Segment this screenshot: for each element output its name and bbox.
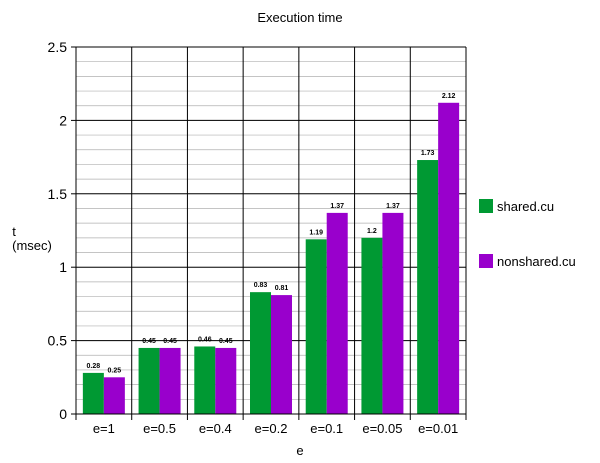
data-label: 1.19 bbox=[309, 229, 323, 236]
bar-nonshared-cu-3 bbox=[271, 295, 292, 414]
legend-label: nonshared.cu bbox=[497, 254, 576, 269]
x-tick-label: e=1 bbox=[93, 421, 115, 436]
data-label: 0.28 bbox=[87, 363, 101, 370]
x-tick-label: e=0.05 bbox=[362, 421, 402, 436]
bar-shared-cu-4 bbox=[305, 239, 327, 414]
legend-swatch bbox=[479, 199, 493, 213]
data-label: 0.45 bbox=[142, 338, 156, 345]
x-tick-label: e=0.5 bbox=[143, 421, 176, 436]
data-label: 0.81 bbox=[275, 285, 289, 292]
bar-nonshared-cu-6 bbox=[438, 102, 460, 414]
legend-swatch bbox=[479, 254, 493, 268]
legend: shared.cu nonshared.cu bbox=[479, 199, 576, 269]
data-label: 0.25 bbox=[108, 367, 122, 374]
data-label: 1.37 bbox=[330, 203, 344, 210]
chart-title: Execution time bbox=[257, 10, 342, 25]
bar-shared-cu-3 bbox=[250, 292, 271, 414]
bar-nonshared-cu-2 bbox=[215, 347, 237, 414]
y-tick-label: 0 bbox=[59, 406, 67, 422]
bars: 0.28 0.25 0.45 0.45 0.46 0.45 0.83 0.81 1.19 1.37… bbox=[82, 93, 460, 414]
y-tick-label: 2 bbox=[59, 112, 67, 128]
y-tick-label: 0.5 bbox=[48, 333, 68, 349]
bar-shared-cu-2 bbox=[194, 346, 216, 414]
axes: 0 0.5 1 1.5 2 2.5 e=1 e=0.5 e=0.4 e=0.2 e=0.1 e=0.0… bbox=[48, 39, 467, 436]
data-label: 1.2 bbox=[367, 228, 377, 235]
bar-shared-cu-6 bbox=[417, 160, 439, 414]
bar-shared-cu-1 bbox=[138, 347, 160, 414]
x-tick-label: e=0.2 bbox=[255, 421, 288, 436]
y-tick-label: 1 bbox=[59, 259, 67, 275]
bar-nonshared-cu-5 bbox=[382, 212, 404, 414]
bar-nonshared-cu-4 bbox=[326, 212, 348, 414]
y-axis-unit: (msec) bbox=[12, 238, 52, 253]
data-label: 0.46 bbox=[198, 336, 212, 343]
data-label: 0.83 bbox=[254, 282, 268, 289]
bar-shared-cu-0 bbox=[82, 372, 104, 414]
data-label: 2.12 bbox=[442, 93, 456, 100]
bar-nonshared-cu-1 bbox=[159, 347, 181, 414]
bar-shared-cu-5 bbox=[361, 237, 383, 414]
x-axis-label: e bbox=[296, 443, 303, 458]
bar-nonshared-cu-0 bbox=[103, 377, 125, 414]
x-tick-label: e=0.01 bbox=[418, 421, 458, 436]
y-axis-label: t bbox=[12, 224, 16, 239]
x-tick-label: e=0.1 bbox=[310, 421, 343, 436]
x-tick-label: e=0.4 bbox=[199, 421, 232, 436]
data-label: 1.37 bbox=[386, 203, 400, 210]
data-label: 0.45 bbox=[163, 338, 177, 345]
legend-label: shared.cu bbox=[497, 199, 554, 214]
y-tick-label: 2.5 bbox=[48, 39, 68, 55]
y-tick-label: 1.5 bbox=[48, 186, 68, 202]
data-label: 1.73 bbox=[421, 150, 435, 157]
data-label: 0.45 bbox=[219, 338, 233, 345]
